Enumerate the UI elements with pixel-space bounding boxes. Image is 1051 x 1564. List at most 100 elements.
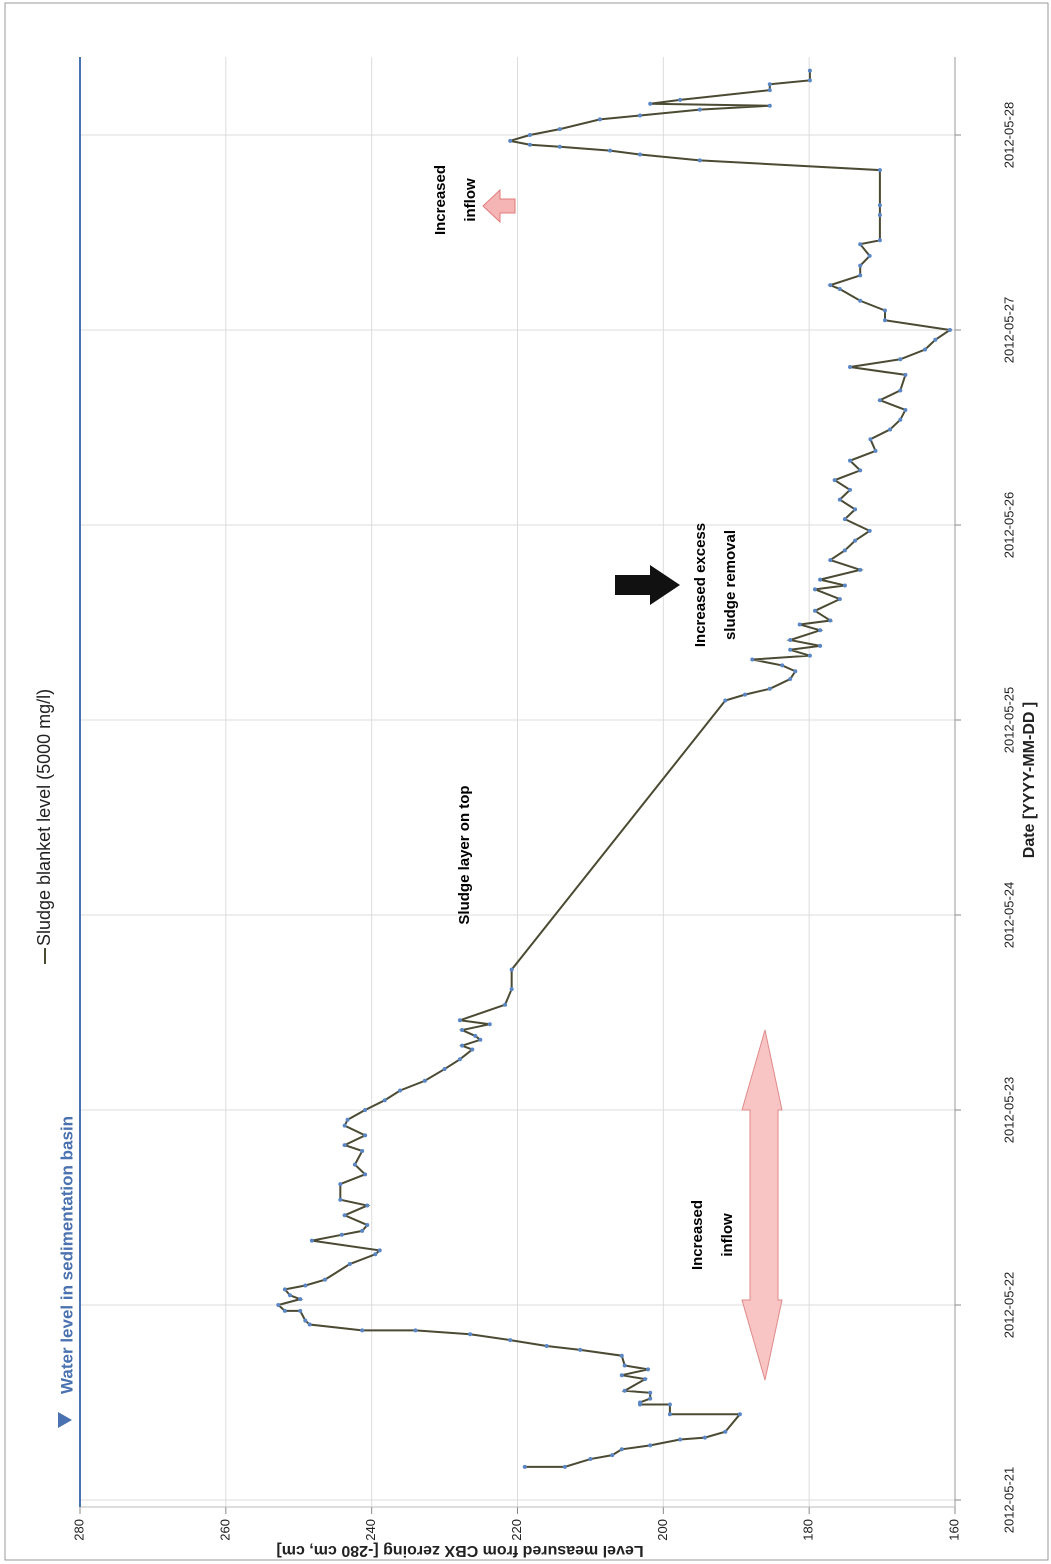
data-point <box>303 1318 308 1323</box>
y-tick-label: 200 <box>655 1519 670 1541</box>
data-point <box>347 1262 352 1267</box>
data-point <box>858 273 863 278</box>
data-point <box>797 622 802 627</box>
data-point <box>743 692 747 697</box>
data-point <box>807 78 812 83</box>
data-point <box>842 548 847 553</box>
data-point <box>903 407 908 412</box>
data-point <box>858 468 863 473</box>
annotation: inflow <box>719 1213 736 1257</box>
data-point <box>678 97 683 102</box>
data-point <box>697 107 702 112</box>
annotation: inflow <box>462 178 479 222</box>
data-point <box>813 608 817 613</box>
black-arrow <box>615 565 680 605</box>
data-point <box>398 1088 403 1093</box>
data-point <box>363 1108 368 1112</box>
data-point <box>487 1022 492 1027</box>
data-point <box>842 583 847 588</box>
data-point <box>888 427 893 432</box>
data-point <box>788 638 793 643</box>
data-point <box>339 1232 344 1237</box>
data-point <box>342 1123 347 1128</box>
data-point <box>503 1002 508 1007</box>
data-point <box>303 1283 308 1288</box>
data-point <box>702 1435 707 1440</box>
data-point <box>508 138 513 143</box>
data-point <box>619 1353 624 1358</box>
data-point <box>867 253 872 258</box>
data-point <box>767 103 772 108</box>
data-point <box>723 1429 728 1434</box>
data-point <box>807 653 812 658</box>
data-point <box>619 1447 624 1452</box>
data-point <box>648 101 653 106</box>
data-point <box>298 1297 303 1302</box>
water-level-label: Water level in sedimentation basin <box>57 1116 76 1394</box>
legend-label: Sludge blanket level (5000 mg/l) <box>34 689 54 946</box>
data-point <box>509 967 514 972</box>
data-point <box>468 1332 473 1337</box>
data-point <box>858 263 863 268</box>
data-point <box>828 283 833 288</box>
data-point <box>788 647 793 652</box>
data-point <box>338 1182 343 1187</box>
frame <box>4 2 1049 1561</box>
data-point <box>588 1457 593 1462</box>
plot-group: 160 180 200 220 240 260 280 2012-05-21 2012-05-2… <box>34 57 1038 1559</box>
data-point <box>457 1057 462 1062</box>
data-point <box>365 1223 370 1228</box>
data-point <box>562 1464 567 1469</box>
data-point <box>923 347 928 352</box>
data-point <box>818 643 823 648</box>
data-point <box>853 507 858 512</box>
data-point <box>813 587 817 592</box>
data-point <box>858 242 863 247</box>
data-point <box>667 1412 672 1417</box>
data-point <box>360 1228 365 1233</box>
data-point <box>460 1043 465 1048</box>
data-point <box>276 1303 281 1307</box>
data-point <box>648 1396 653 1401</box>
y-axis-title: Level measured from CBX zeroing [-280 cm… <box>276 1542 643 1559</box>
y-tick-label: 180 <box>801 1519 816 1541</box>
data-point <box>883 318 887 323</box>
y-tick-label: 160 <box>946 1519 961 1541</box>
data-point <box>853 538 858 543</box>
data-point <box>837 597 842 602</box>
data-point <box>338 1197 343 1202</box>
data-point <box>828 558 833 563</box>
data-point <box>877 212 882 217</box>
data-point <box>858 298 863 303</box>
data-point <box>903 372 908 377</box>
data-point <box>360 1328 365 1333</box>
data-point <box>522 1464 527 1469</box>
data-point <box>898 417 903 422</box>
data-point <box>767 88 772 93</box>
pink-wide-arrow <box>741 1029 783 1381</box>
data-point <box>307 1322 312 1327</box>
data-point <box>282 1308 287 1313</box>
data-point <box>478 1037 483 1042</box>
data-point <box>868 437 873 442</box>
data-point <box>873 448 878 453</box>
data-point <box>373 1252 378 1257</box>
data-point <box>610 1453 615 1458</box>
data-point <box>648 1443 653 1448</box>
data-point <box>527 133 532 137</box>
x-tick-label: 2012-05-25 <box>1001 687 1016 754</box>
data-point <box>638 113 642 118</box>
data-point <box>360 1148 365 1153</box>
data-point <box>622 1388 627 1393</box>
data-point <box>473 1033 478 1038</box>
data-point <box>793 669 798 674</box>
y-tick-label: 260 <box>217 1519 232 1541</box>
x-tick-label: 2012-05-21 <box>1001 1467 1016 1534</box>
data-point <box>788 677 793 682</box>
data-point <box>877 203 882 208</box>
data-point <box>877 238 882 243</box>
data-point <box>527 142 532 147</box>
data-point <box>678 1437 683 1442</box>
data-point <box>619 1373 624 1378</box>
data-point <box>363 1172 368 1177</box>
